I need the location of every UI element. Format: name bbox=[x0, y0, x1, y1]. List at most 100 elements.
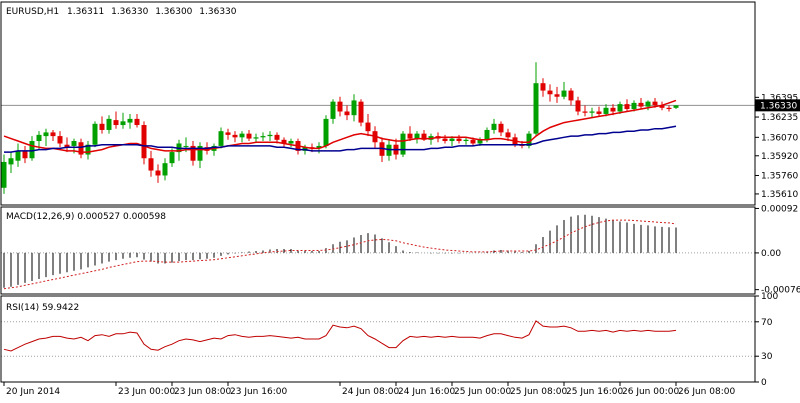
rsi-y-tick-label: 30 bbox=[761, 352, 773, 362]
x-axis-tick-label: 20 Jun 2014 bbox=[6, 387, 60, 397]
rsi-y-tick-label: 0 bbox=[761, 378, 767, 388]
bull-candle bbox=[484, 129, 490, 140]
bull-candle bbox=[673, 105, 679, 108]
symbol-label: EURUSD,H1 bbox=[6, 7, 59, 17]
bear-candle bbox=[456, 138, 462, 142]
price-y-tick-label: 1.35760 bbox=[761, 171, 798, 181]
bull-candle bbox=[631, 102, 637, 110]
bull-candle bbox=[316, 145, 322, 149]
bull-candle bbox=[288, 141, 294, 144]
bull-candle bbox=[400, 133, 406, 155]
bear-candle bbox=[274, 134, 280, 140]
symbol-header: EURUSD,H1 1.36311 1.36330 1.36300 1.3633… bbox=[6, 7, 237, 17]
bear-candle bbox=[155, 170, 161, 176]
bear-candle bbox=[610, 107, 616, 112]
bull-candle bbox=[323, 118, 329, 146]
bear-candle bbox=[134, 118, 140, 126]
bear-candle bbox=[547, 90, 553, 95]
bear-candle bbox=[659, 105, 665, 108]
bull-candle bbox=[218, 131, 224, 146]
rsi-line bbox=[3, 320, 677, 352]
bear-candle bbox=[624, 104, 630, 110]
bull-candle bbox=[267, 134, 273, 137]
bear-candle bbox=[281, 139, 287, 144]
macd-panel-frame bbox=[0, 206, 756, 295]
bear-candle bbox=[652, 101, 658, 106]
bull-candle bbox=[463, 139, 469, 142]
bull-candle bbox=[330, 101, 336, 119]
macd-signal-line bbox=[3, 219, 677, 290]
bear-candle bbox=[148, 158, 154, 171]
price-y-tick-label: 1.36235 bbox=[761, 113, 798, 123]
bear-candle bbox=[246, 133, 252, 139]
bull-candle bbox=[260, 136, 266, 138]
bear-candle bbox=[442, 138, 448, 142]
bull-candle bbox=[239, 133, 245, 138]
x-axis-tick-label: 24 Jun 08:00 bbox=[342, 387, 399, 397]
bull-candle bbox=[533, 83, 539, 134]
rsi-panel bbox=[3, 320, 677, 352]
x-axis-tick-label: 23 Jun 08:00 bbox=[174, 387, 231, 397]
bull-candle bbox=[253, 137, 259, 139]
bull-candle bbox=[106, 118, 112, 130]
bull-candle bbox=[603, 107, 609, 114]
open-value: 1.36311 bbox=[67, 7, 104, 17]
bull-candle bbox=[491, 123, 497, 130]
bull-candle bbox=[127, 118, 133, 123]
bear-candle bbox=[22, 150, 28, 159]
bull-candle bbox=[449, 138, 455, 142]
x-axis-tick-label: 26 Jun 00:00 bbox=[622, 387, 679, 397]
bear-candle bbox=[99, 123, 105, 130]
bear-candle bbox=[64, 144, 70, 148]
bull-candle bbox=[85, 144, 91, 155]
bear-candle bbox=[498, 123, 504, 133]
bear-candle bbox=[190, 145, 196, 161]
bear-candle bbox=[113, 120, 119, 126]
low-value: 1.36300 bbox=[155, 7, 192, 17]
bear-candle bbox=[365, 122, 371, 132]
x-axis-tick-label: 24 Jun 16:00 bbox=[398, 387, 455, 397]
bull-candle bbox=[414, 133, 420, 139]
bear-candle bbox=[575, 100, 581, 112]
bull-candle bbox=[617, 104, 623, 112]
slow-moving-average-line bbox=[4, 125, 677, 153]
close-value: 1.36330 bbox=[199, 7, 236, 17]
bull-candle bbox=[183, 145, 189, 147]
x-axis-tick-label: 23 Jun 16:00 bbox=[230, 387, 287, 397]
bull-candle bbox=[43, 132, 49, 137]
bull-candle bbox=[351, 100, 357, 116]
current-price-label: 1.36330 bbox=[760, 101, 797, 111]
bull-candle bbox=[526, 133, 532, 146]
bull-candle bbox=[589, 111, 595, 113]
bull-candle bbox=[197, 145, 203, 161]
bull-candle bbox=[1, 161, 7, 188]
bear-candle bbox=[232, 134, 238, 138]
x-axis-tick-label: 25 Jun 16:00 bbox=[566, 387, 623, 397]
bull-candle bbox=[71, 141, 77, 146]
rsi-y-tick-label: 70 bbox=[761, 318, 773, 328]
rsi-label: RSI(14) 59.9422 bbox=[6, 303, 79, 313]
bear-candle bbox=[407, 133, 413, 139]
x-axis-tick-label: 25 Jun 08:00 bbox=[510, 387, 567, 397]
macd-y-tick-label: 0.00092 bbox=[761, 204, 798, 214]
x-axis-tick-label: 26 Jun 08:00 bbox=[678, 387, 735, 397]
bear-candle bbox=[666, 107, 672, 110]
bear-candle bbox=[638, 102, 644, 107]
bull-candle bbox=[561, 90, 567, 97]
bear-candle bbox=[57, 136, 63, 144]
macd-label: MACD(12,26,9) 0.000527 0.000598 bbox=[6, 212, 166, 222]
bear-candle bbox=[225, 132, 231, 135]
bear-candle bbox=[358, 101, 364, 123]
bear-candle bbox=[421, 133, 427, 140]
bull-candle bbox=[162, 163, 168, 176]
bear-candle bbox=[141, 125, 147, 159]
current-price-tag bbox=[755, 99, 800, 112]
bear-candle bbox=[582, 111, 588, 113]
bear-candle bbox=[78, 142, 84, 155]
bull-candle bbox=[36, 134, 42, 142]
bear-candle bbox=[554, 94, 560, 97]
bull-candle bbox=[8, 158, 14, 165]
